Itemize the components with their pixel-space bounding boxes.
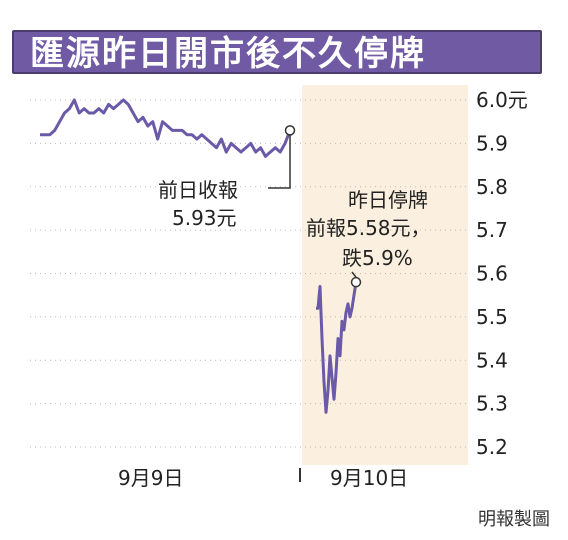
y-tick-label: 5.8 [476, 175, 508, 199]
leader-line [351, 271, 357, 278]
x-tick-label: 9月9日 [118, 466, 183, 490]
data-marker [284, 125, 296, 136]
x-tick-label: 9月10日 [330, 466, 408, 490]
data-marker [350, 276, 362, 288]
y-tick-label: 6.0元 [476, 88, 528, 112]
halt-price: 前報5.58元， [306, 216, 431, 240]
credit-label: 明報製圖 [478, 509, 550, 530]
y-tick-label: 5.6 [476, 262, 508, 286]
x-axis-ticks: 9月9日 9月10日 [118, 466, 408, 490]
prev-close-value: 5.93元 [172, 206, 237, 230]
series-layer [40, 98, 362, 414]
y-tick-label: 5.5 [476, 305, 508, 329]
chart-title: 匯源昨日開市後不久停牌 [12, 30, 542, 74]
y-tick-label: 5.9 [476, 131, 508, 155]
grid-lines [30, 99, 468, 448]
y-tick-label: 5.7 [476, 218, 508, 242]
y-tick-label: 5.3 [476, 392, 508, 416]
annotation-leaders [268, 135, 357, 278]
series-line [316, 281, 358, 414]
y-tick-label: 5.4 [476, 348, 508, 372]
halt-day-highlight [302, 85, 468, 465]
prev-close-label: 前日收報 [158, 178, 238, 202]
halt-change: 跌5.9% [342, 246, 413, 270]
y-tick-label: 5.2 [476, 435, 508, 459]
leader-line [268, 135, 291, 189]
series-line [40, 98, 292, 158]
halt-label: 昨日停牌 [348, 188, 428, 212]
y-axis-ticks: 6.0元 5.9 5.8 5.7 5.6 5.5 5.4 5.3 5.2 [476, 88, 528, 459]
